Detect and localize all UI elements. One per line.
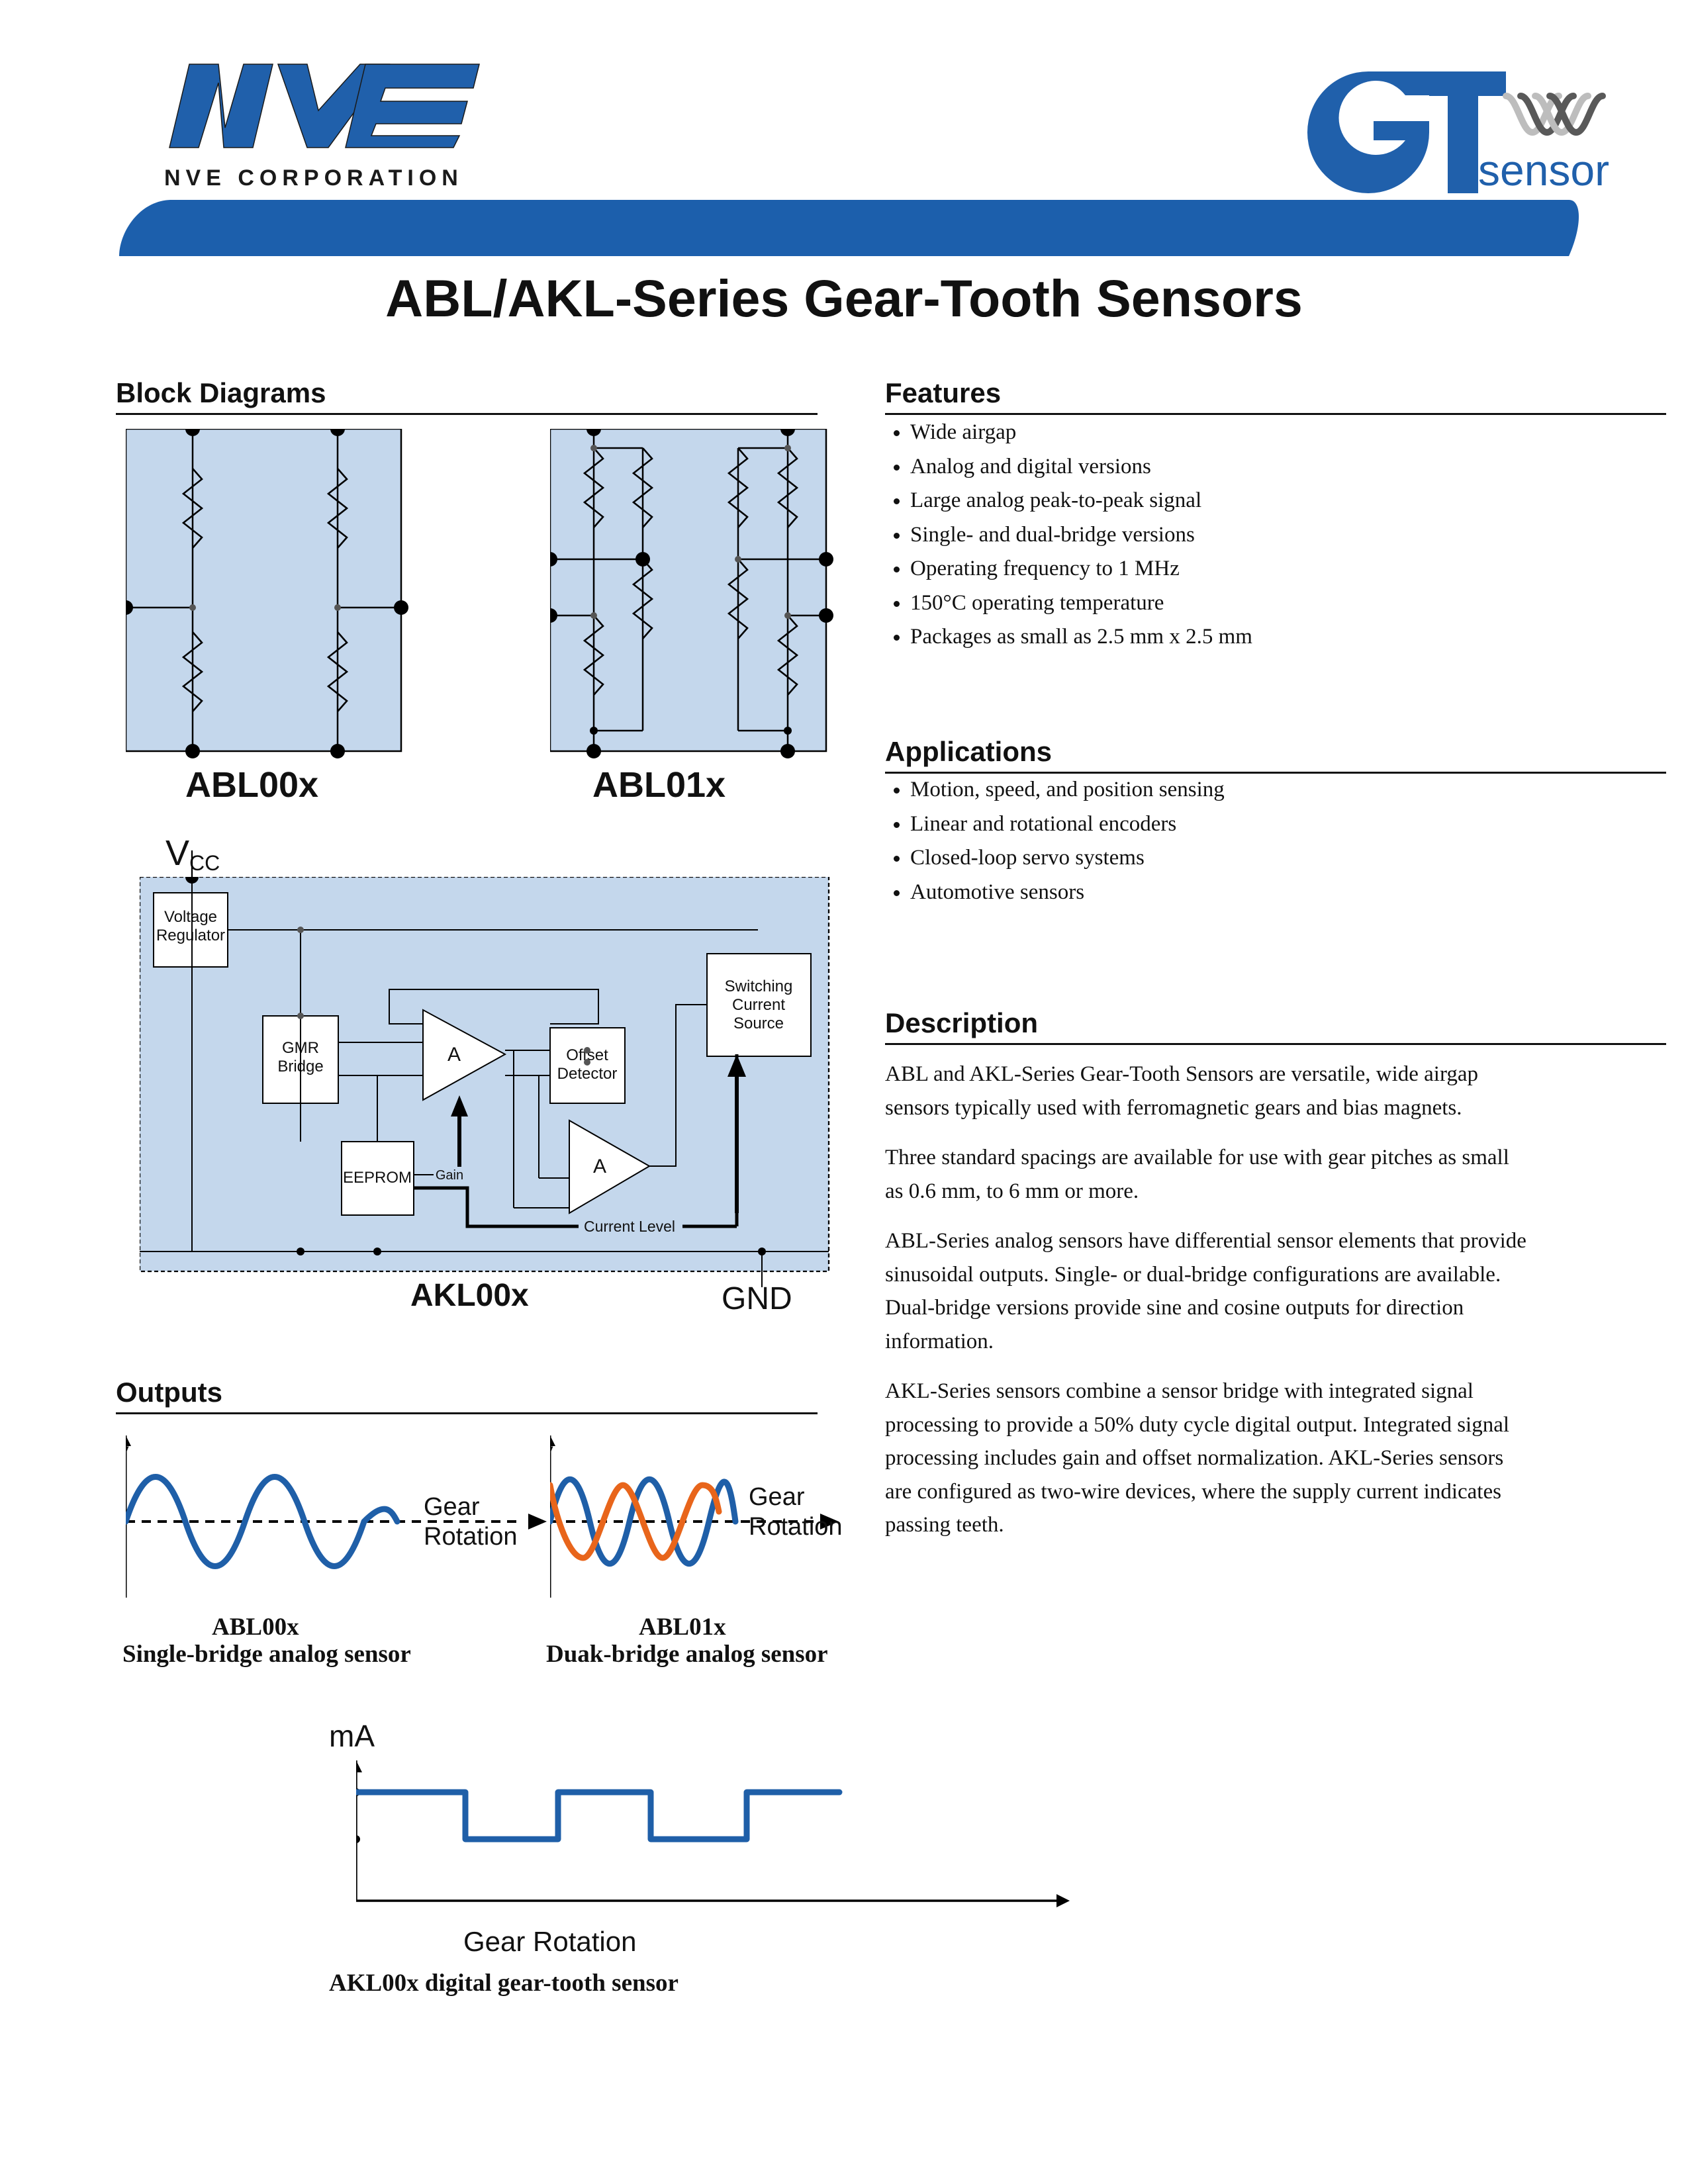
svg-text:Gear: Gear <box>424 1493 480 1521</box>
svg-text:Rotation: Rotation <box>749 1513 843 1541</box>
svg-text:sensor: sensor <box>1478 146 1609 195</box>
svg-text:A: A <box>447 1044 461 1066</box>
svg-text:Switching: Switching <box>725 978 793 995</box>
svg-text:Regulator: Regulator <box>156 927 225 944</box>
svg-text:Detector: Detector <box>557 1065 618 1083</box>
svg-text:Gear: Gear <box>749 1483 805 1511</box>
svg-text:V: V <box>550 1442 553 1467</box>
svg-text:Rotation: Rotation <box>424 1523 518 1551</box>
svg-text:EEPROM: EEPROM <box>343 1169 412 1187</box>
svg-text:Current Level: Current Level <box>584 1218 675 1235</box>
svg-text:A: A <box>593 1156 606 1177</box>
svg-text:Source: Source <box>733 1015 784 1032</box>
svg-text:Voltage: Voltage <box>164 908 217 926</box>
svg-text:Current: Current <box>732 996 785 1014</box>
svg-text:V: V <box>126 1442 129 1467</box>
svg-text:Gain: Gain <box>436 1168 463 1183</box>
